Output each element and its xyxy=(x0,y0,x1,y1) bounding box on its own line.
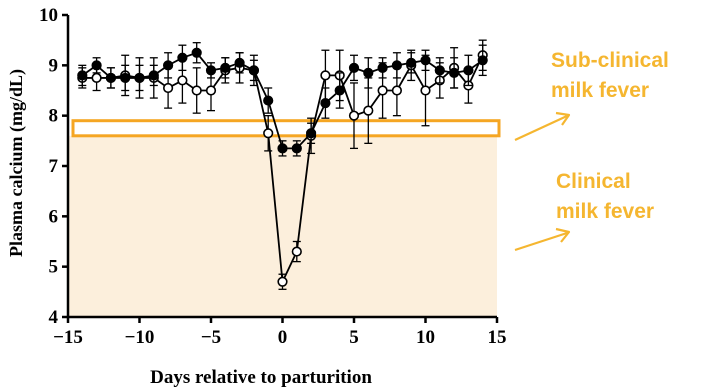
annotation-clinical: Clinical milk fever xyxy=(514,170,654,252)
data-point xyxy=(449,67,460,78)
data-point xyxy=(377,85,388,96)
annotation-clinical-line1: Clinical xyxy=(556,170,631,193)
data-point xyxy=(277,143,288,154)
annotation-subclinical-line1: Sub-clinical xyxy=(551,49,669,72)
data-point xyxy=(263,95,274,106)
data-point xyxy=(263,128,274,139)
data-point xyxy=(134,72,145,84)
data-point xyxy=(463,65,474,76)
data-point xyxy=(334,85,345,96)
data-point xyxy=(291,143,302,154)
data-point xyxy=(220,62,231,73)
data-point xyxy=(348,62,360,73)
x-tick-label: 5 xyxy=(349,327,359,348)
data-point xyxy=(205,85,217,96)
data-point xyxy=(248,65,259,76)
data-point xyxy=(306,128,317,139)
data-point xyxy=(363,67,374,78)
data-point xyxy=(163,60,174,71)
data-point xyxy=(348,110,360,121)
data-point xyxy=(177,75,188,86)
data-point xyxy=(163,82,174,94)
x-tick-label: 15 xyxy=(488,327,507,348)
data-point xyxy=(120,72,131,84)
y-tick-label: 10 xyxy=(39,5,58,26)
data-point xyxy=(205,65,217,76)
data-point xyxy=(377,62,388,73)
data-point xyxy=(320,97,331,109)
y-tick-label: 5 xyxy=(49,257,59,278)
data-point xyxy=(177,52,188,63)
y-tick-label: 7 xyxy=(49,156,59,177)
data-point xyxy=(77,70,88,81)
y-tick-label: 4 xyxy=(49,307,59,328)
y-tick-label: 8 xyxy=(49,106,59,127)
data-point xyxy=(391,85,403,96)
data-point xyxy=(148,70,159,81)
annotation-subclinical-arrow xyxy=(514,111,571,141)
x-tick-label: −15 xyxy=(53,327,83,348)
data-point xyxy=(420,55,431,66)
data-point xyxy=(406,57,417,68)
data-point xyxy=(434,65,445,76)
data-point xyxy=(391,60,403,71)
annotation-clinical-arrow xyxy=(514,227,571,252)
x-tick-label: −10 xyxy=(125,327,155,348)
y-axis-label: Plasma calcium (mg/dL) xyxy=(6,69,27,257)
x-tick-label: −5 xyxy=(201,327,221,348)
series-0 xyxy=(77,42,488,157)
x-tick-label: 10 xyxy=(416,327,435,348)
x-axis-label: Days relative to parturition xyxy=(150,367,372,388)
x-tick-label: 0 xyxy=(278,327,288,348)
data-point xyxy=(420,85,431,96)
annotation-subclinical-line2: milk fever xyxy=(551,79,649,102)
data-point xyxy=(477,55,488,66)
y-tick-label: 6 xyxy=(49,206,59,227)
data-point xyxy=(234,57,245,68)
series-line xyxy=(81,51,484,150)
data-point xyxy=(91,60,102,71)
annotation-subclinical: Sub-clinical milk fever xyxy=(514,49,669,141)
y-tick-label: 9 xyxy=(49,55,59,76)
series-layer xyxy=(77,39,488,290)
data-point xyxy=(191,47,202,58)
annotation-clinical-line2: milk fever xyxy=(556,200,654,223)
ticks-layer: 4 5 6 7 8 9 10 −15 −10 −5 0 5 10 15 xyxy=(39,5,507,348)
data-point xyxy=(291,246,302,257)
subclinical-region-box xyxy=(71,119,501,138)
data-point xyxy=(191,85,202,96)
data-point xyxy=(91,72,102,84)
data-point xyxy=(277,276,288,287)
data-point xyxy=(363,105,374,116)
data-point xyxy=(105,72,116,84)
data-point xyxy=(320,70,331,81)
